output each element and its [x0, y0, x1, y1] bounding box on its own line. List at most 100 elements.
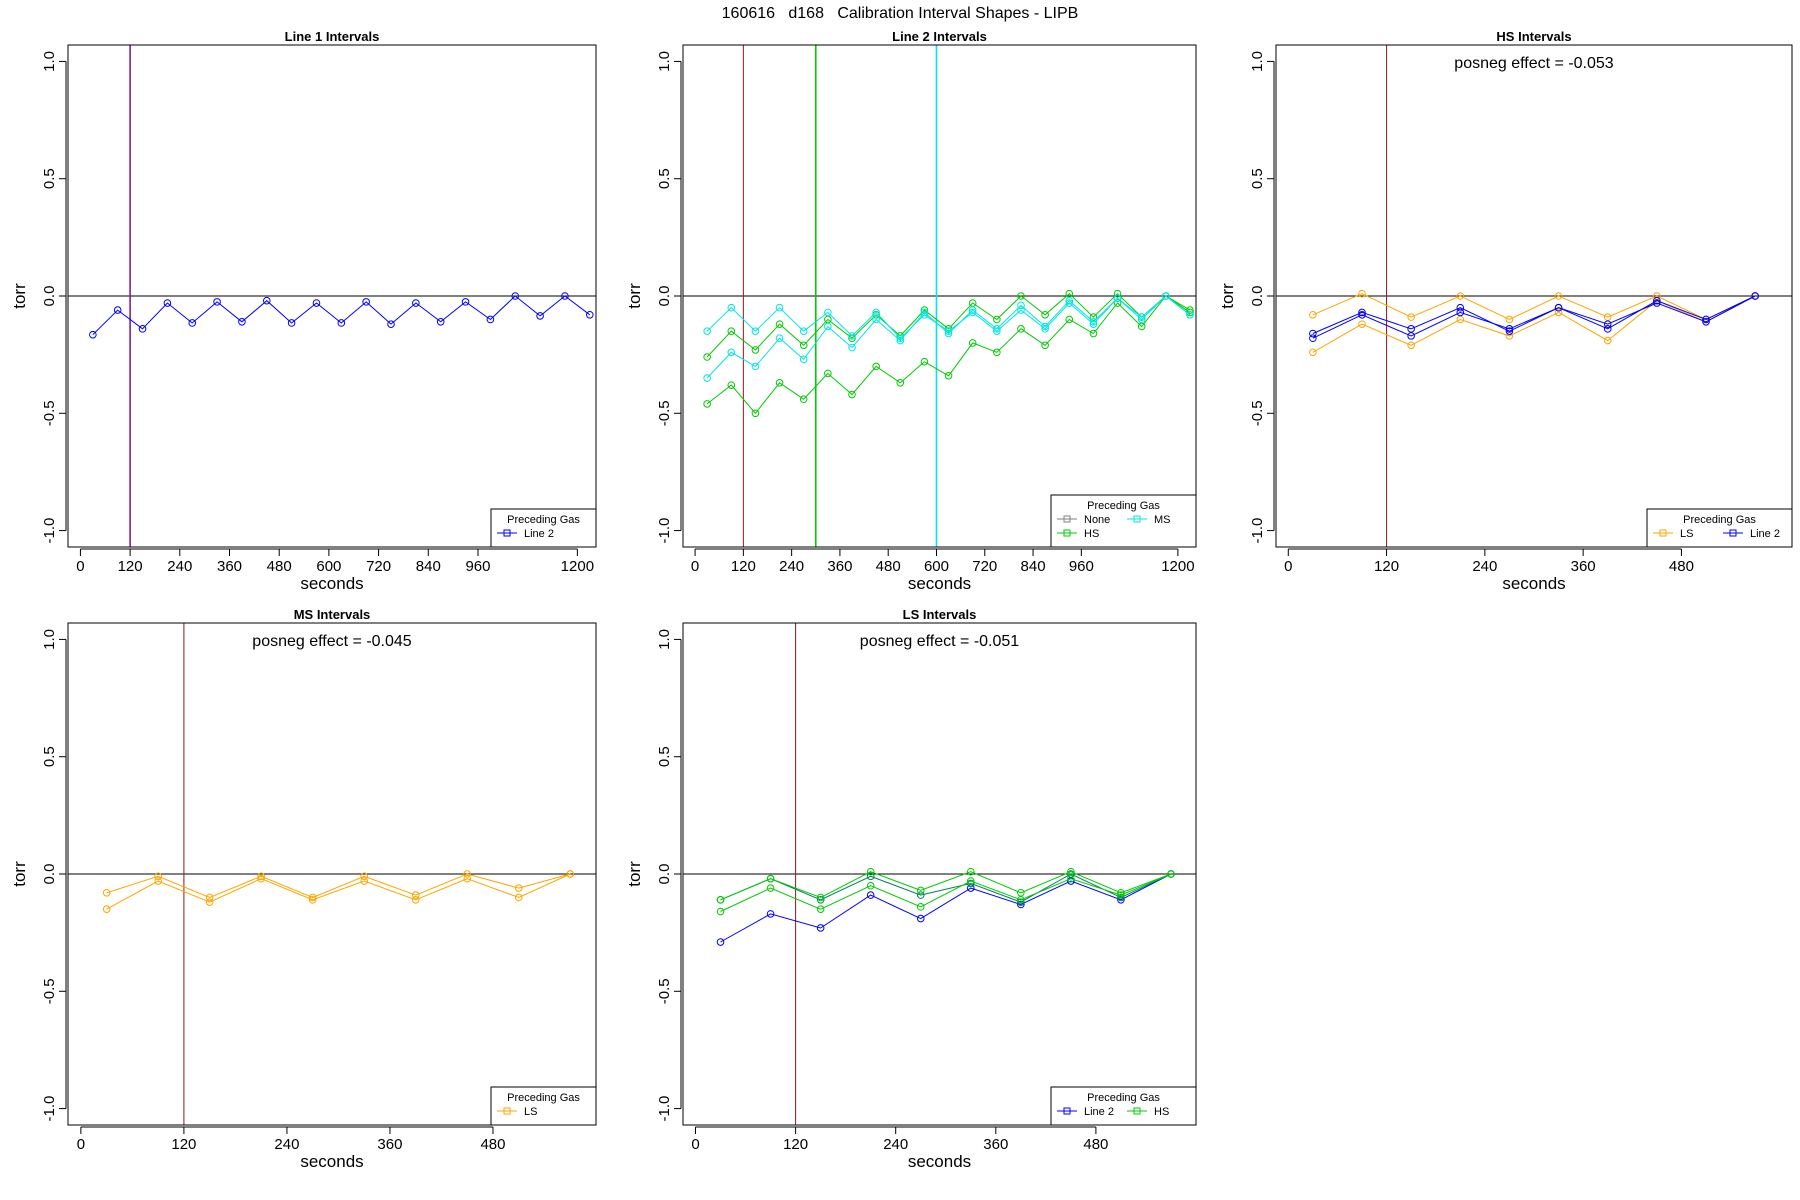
series-line-line-2 [1312, 295, 1756, 339]
data-point [872, 310, 880, 319]
data-point [916, 914, 925, 923]
x-tick-label: 0 [1284, 558, 1292, 575]
legend-entry: Line 2 [524, 528, 554, 540]
y-axis: 1.0 0.5 0.0 -0.5 -1.0 torr [10, 51, 67, 544]
x-tick-label: 600 [316, 558, 341, 575]
x-tick-label: 0 [691, 558, 699, 575]
data-point [514, 893, 523, 902]
posneg-annotation: posneg effect = -0.053 [1454, 55, 1613, 72]
data-point [799, 395, 808, 404]
data-point [1137, 315, 1146, 324]
data-point [824, 308, 832, 317]
legend-title: Preceding Gas [1087, 1092, 1160, 1104]
x-tick-label: 120 [783, 1136, 808, 1153]
data-point [799, 327, 808, 335]
data-point [751, 346, 760, 354]
data-point [337, 319, 346, 327]
data-point [848, 332, 856, 340]
x-tick-label: 480 [267, 558, 292, 575]
series-line-ls [106, 873, 571, 899]
y-axis-label: torr [10, 283, 29, 309]
data-point [896, 332, 905, 340]
chart-panel-line2: Line 2 Intervals Preceding Gas None MS HS 0 12… [625, 29, 1197, 593]
chart-panel-ls: LS Intervals posneg effect = -0.051 Preced… [625, 607, 1197, 1171]
x-tick-label: 1200 [561, 558, 594, 575]
legend-box [490, 508, 597, 548]
data-point [816, 924, 825, 932]
legend-entry: Line 2 [1750, 528, 1780, 540]
data-point [1702, 318, 1710, 326]
data-point [866, 881, 875, 890]
y-tick-label: 0.0 [656, 864, 673, 885]
data-point [154, 872, 162, 881]
data-point [387, 320, 395, 328]
data-point [1065, 299, 1074, 307]
data-point [585, 310, 594, 319]
plot-frame [682, 44, 1197, 548]
data-point [766, 884, 775, 892]
y-tick-label: 1.0 [1249, 51, 1266, 72]
data-point [1017, 900, 1025, 909]
x-tick-label: 360 [377, 1136, 402, 1153]
data-point [727, 327, 736, 335]
legend: Preceding Gas LS Line 2 [1646, 508, 1793, 548]
data-point [1041, 325, 1049, 333]
legend-entry: HS [1154, 1106, 1169, 1118]
data-point [511, 292, 520, 300]
data-point [816, 905, 825, 913]
x-axis-label: seconds [908, 1152, 971, 1171]
data-point [154, 877, 162, 885]
data-point [1162, 292, 1170, 300]
data-point [775, 320, 784, 328]
series-line-ls [1312, 295, 1756, 353]
y-axis: 1.0 0.5 0.0 -0.5 -1.0 torr [10, 629, 67, 1122]
data-point [312, 299, 321, 307]
data-point [1017, 325, 1025, 333]
y-axis-label: torr [1218, 283, 1237, 309]
data-point [716, 896, 725, 904]
data-point [916, 903, 925, 911]
legend-swatch-marker [1063, 1107, 1071, 1115]
series-line-ms [706, 295, 1191, 339]
data-point [799, 341, 808, 350]
data-point [966, 867, 975, 876]
y-axis: 1.0 0.5 0.0 -0.5 -1.0 torr [1218, 51, 1275, 544]
legend: Preceding Gas Line 2 HS [1050, 1086, 1197, 1126]
x-tick-label: 240 [167, 558, 192, 575]
y-axis: 1.0 0.5 0.0 -0.5 -1.0 torr [625, 629, 682, 1122]
data-point [287, 319, 296, 327]
data-point [993, 348, 1001, 357]
plot-frame [682, 622, 1197, 1126]
data-point [775, 303, 784, 312]
legend: Preceding Gas None MS HS [1050, 494, 1197, 548]
chart-panel-line1: Line 1 Intervals Preceding Gas Line 2 0 120 2… [10, 29, 597, 593]
data-point [716, 907, 725, 916]
data-point [896, 336, 905, 345]
x-tick-label: 480 [1083, 1136, 1108, 1153]
data-point [1653, 296, 1661, 305]
y-tick-label: -1.0 [1249, 518, 1266, 544]
data-point [896, 378, 905, 387]
data-point [411, 896, 420, 904]
data-point [1017, 898, 1025, 906]
x-axis-label: seconds [1502, 574, 1565, 593]
data-point [1065, 315, 1074, 324]
series-line-line-2 [1312, 295, 1756, 334]
data-point [205, 893, 214, 902]
x-tick-label: 360 [983, 1136, 1008, 1153]
data-point [703, 327, 711, 335]
data-point [102, 905, 111, 913]
data-point [866, 872, 875, 881]
x-tick-label: 120 [118, 558, 143, 575]
data-point [566, 870, 575, 878]
legend-entry: LS [1680, 528, 1693, 540]
y-axis: 1.0 0.5 0.0 -0.5 -1.0 torr [625, 51, 682, 544]
legend-swatch-marker [1063, 529, 1071, 537]
data-point [968, 308, 977, 317]
x-tick-label: 480 [1669, 558, 1694, 575]
data-point [1358, 320, 1366, 328]
data-point [362, 298, 370, 306]
data-point [1041, 341, 1049, 350]
data-point [866, 891, 875, 899]
data-point [463, 874, 472, 883]
